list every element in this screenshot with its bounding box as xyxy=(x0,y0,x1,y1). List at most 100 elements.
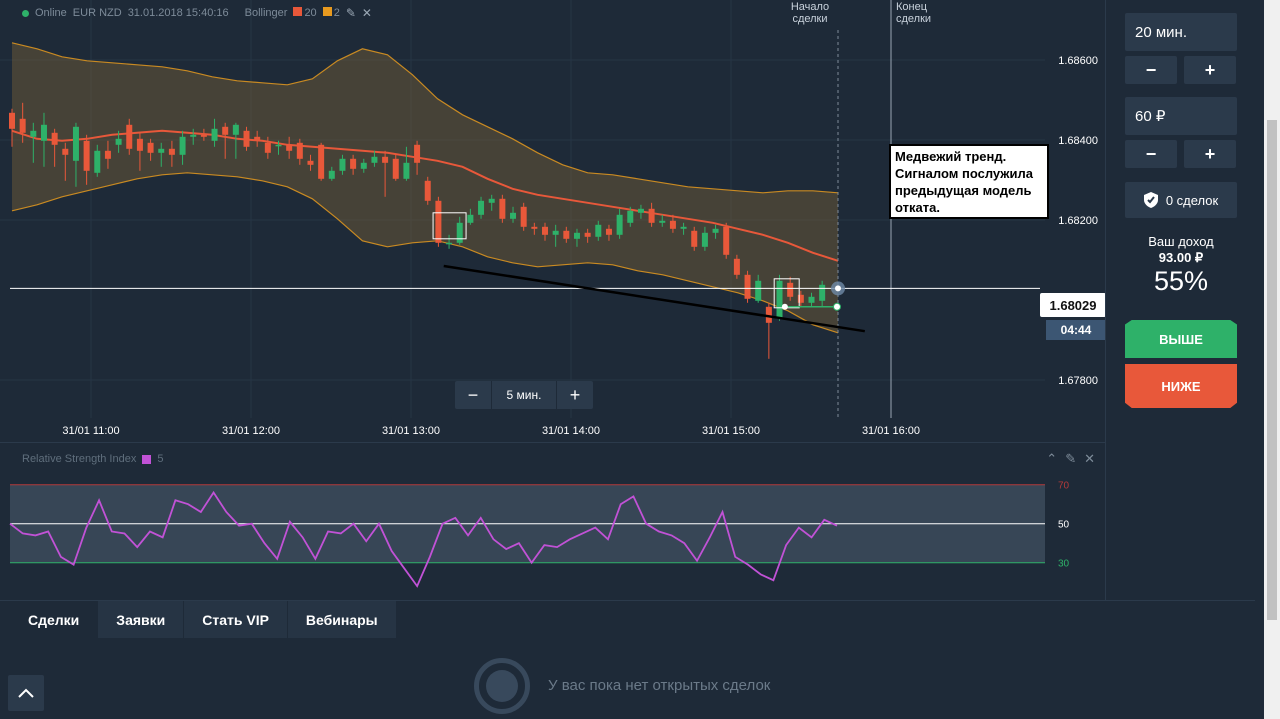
tab-webinars[interactable]: Вебинары xyxy=(287,601,397,638)
candle-body xyxy=(808,296,815,303)
candle-body xyxy=(616,214,623,235)
scrollbar-thumb[interactable] xyxy=(1267,120,1277,620)
candle xyxy=(797,290,804,307)
x-tick-label: 31/01 14:00 xyxy=(542,425,600,437)
put-lower-button[interactable]: НИЖЕ xyxy=(1125,364,1237,408)
candle-body xyxy=(691,230,698,247)
candle-body xyxy=(254,136,261,141)
candle-body xyxy=(243,130,250,147)
rsi-level-label: 30 xyxy=(1058,559,1070,570)
x-tick-label: 31/01 12:00 xyxy=(222,425,280,437)
scroll-up-button[interactable] xyxy=(8,675,44,711)
candle-body xyxy=(819,284,826,301)
candle xyxy=(819,280,826,307)
time-plus-button[interactable]: + xyxy=(1184,56,1236,84)
zoom-out-button[interactable]: − xyxy=(467,384,479,405)
zoom-in-button[interactable]: + xyxy=(569,384,581,405)
candle-body xyxy=(542,226,548,235)
call-higher-button[interactable]: ВЫШЕ xyxy=(1125,320,1237,358)
candle xyxy=(478,196,485,219)
trend-line xyxy=(443,264,865,333)
amount-plus-button[interactable]: + xyxy=(1184,140,1236,168)
candle xyxy=(168,140,175,167)
candle-body xyxy=(200,134,207,137)
candle xyxy=(573,228,580,247)
time-minus-button[interactable]: − xyxy=(1125,56,1177,84)
param1-value: 20 xyxy=(304,7,317,19)
signal-highlight-box xyxy=(432,212,467,240)
edit-pencil-icon[interactable]: ✎ xyxy=(345,6,356,20)
candle-body xyxy=(222,126,229,135)
entry-point xyxy=(781,303,788,310)
candle-body xyxy=(755,280,762,301)
candle-body xyxy=(126,124,133,149)
candle xyxy=(733,254,740,279)
amount-minus-button[interactable]: − xyxy=(1125,140,1177,168)
candle-body xyxy=(382,156,389,163)
candle-body xyxy=(467,214,474,223)
candle-body xyxy=(446,242,453,245)
tab-deals[interactable]: Сделки xyxy=(10,601,99,638)
x-tick-label: 31/01 16:00 xyxy=(862,425,920,437)
candle-body xyxy=(211,128,218,141)
candle xyxy=(605,224,612,241)
candle-body xyxy=(296,142,303,159)
candle-body xyxy=(456,222,463,243)
candle-body xyxy=(275,144,282,147)
candle xyxy=(286,136,293,159)
close-icon[interactable]: ✕ xyxy=(361,6,372,20)
rsi-title: Relative Strength Index 5 xyxy=(22,453,163,465)
candle xyxy=(691,226,698,251)
edit-pencil-icon[interactable]: ✎ xyxy=(1065,451,1077,466)
candle xyxy=(403,146,410,181)
timeframe-value[interactable]: 5 мин. xyxy=(491,381,557,409)
candle xyxy=(712,224,719,239)
tab-vip[interactable]: Стать VIP xyxy=(184,601,288,638)
candle xyxy=(190,128,197,145)
deals-counter-button[interactable]: 0 сделок xyxy=(1125,182,1237,218)
bollinger-upper-line xyxy=(11,42,839,194)
candle-body xyxy=(733,258,740,275)
candle-body xyxy=(701,232,708,247)
candle-body xyxy=(520,206,527,227)
candle xyxy=(40,112,47,167)
candle-body xyxy=(83,140,90,171)
page-scrollbar[interactable] xyxy=(1264,0,1280,719)
candle xyxy=(115,130,122,153)
candle xyxy=(765,302,772,359)
collapse-icon[interactable]: ⌃ xyxy=(1046,451,1058,466)
expiry-time-field[interactable]: 20 мин. xyxy=(1125,13,1237,51)
income-value: 93.00 ₽ xyxy=(1158,250,1204,265)
candle xyxy=(339,154,346,175)
candle-body xyxy=(552,230,559,235)
candle-body xyxy=(488,198,495,203)
candle xyxy=(222,122,229,159)
rsi-period: 5 xyxy=(157,453,164,465)
candle-body xyxy=(595,224,602,237)
candle xyxy=(552,224,559,247)
close-icon[interactable]: ✕ xyxy=(1084,451,1095,466)
price-chart[interactable]: 31/01 11:00 31/01 12:00 31/01 13:00 31/01 1… xyxy=(0,0,1106,440)
candle-body xyxy=(499,198,506,219)
candle-body xyxy=(605,228,612,235)
candle xyxy=(659,214,666,227)
candle xyxy=(382,150,389,197)
candle xyxy=(563,226,570,243)
param1-swatch xyxy=(293,7,303,16)
amount-field[interactable]: 60 ₽ xyxy=(1125,97,1237,135)
y-tick-label: 1.68600 xyxy=(1058,55,1098,67)
bottom-panel: Сделки Заявки Стать VIP Вебинары У вас п… xyxy=(0,600,1255,719)
candle-body xyxy=(510,212,517,219)
candle-body xyxy=(573,232,580,239)
tab-orders[interactable]: Заявки xyxy=(98,601,185,638)
candle xyxy=(72,122,79,187)
candle-body xyxy=(584,232,591,237)
candle xyxy=(424,176,431,205)
candle-body xyxy=(350,158,357,169)
candle-body xyxy=(115,138,122,145)
candle-body xyxy=(403,162,410,179)
candle xyxy=(531,222,538,235)
candle-body xyxy=(104,150,111,159)
candle-body xyxy=(478,200,485,215)
candle-body xyxy=(72,126,79,161)
